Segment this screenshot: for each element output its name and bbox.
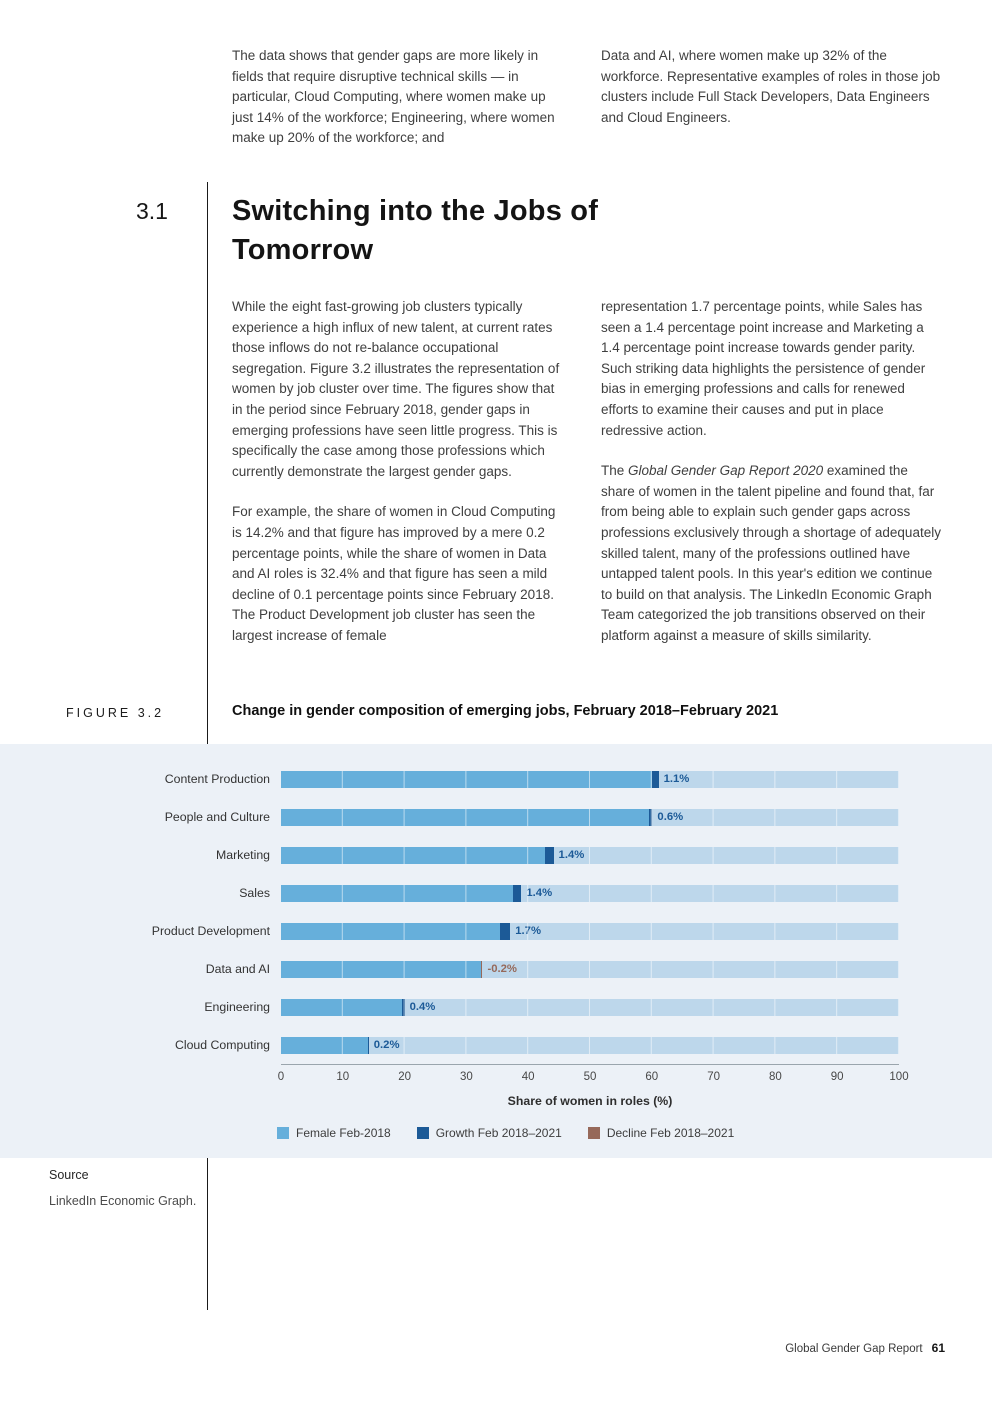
category-label: Sales	[239, 886, 270, 900]
bar-track: 1.4%	[281, 846, 899, 864]
x-tick: 90	[830, 1071, 844, 1083]
bar-track: 0.6%	[281, 808, 899, 826]
chart-row: Marketing 1.4%	[0, 836, 899, 874]
footer-page-number: 61	[931, 1341, 945, 1355]
body-paragraph-4-post: examined the share of women in the talen…	[601, 463, 941, 643]
body-paragraph-4: The Global Gender Gap Report 2020 examin…	[601, 461, 945, 646]
source-text: LinkedIn Economic Graph.	[49, 1194, 197, 1208]
bar-decline-segment	[481, 960, 483, 978]
chart-row: Cloud Computing 0.2%	[0, 1026, 899, 1064]
bar-track: 1.1%	[281, 770, 899, 788]
bar-track: 0.4%	[281, 998, 899, 1016]
chart-row: Sales 1.4%	[0, 874, 899, 912]
bar-value-label: -0.2%	[487, 963, 517, 975]
body-column-right: representation 1.7 percentage points, wh…	[601, 297, 945, 667]
bar-value-label: 1.4%	[558, 849, 585, 861]
x-tick: 70	[707, 1071, 720, 1083]
bar-growth-segment	[648, 808, 653, 826]
bar-female-feb2018	[281, 960, 483, 978]
chart-row: Data and AI -0.2%	[0, 950, 899, 988]
bar-growth-segment	[544, 846, 554, 864]
body-paragraph-2: For example, the share of women in Cloud…	[232, 504, 556, 643]
chart-legend: Female Feb-2018 Growth Feb 2018–2021 Decli…	[277, 1126, 734, 1140]
body-paragraph-4-pre: The	[601, 463, 629, 479]
legend-swatch	[587, 1127, 600, 1139]
bar-growth-segment	[367, 1036, 369, 1054]
body-paragraph-3: representation 1.7 percentage points, wh…	[601, 299, 926, 438]
x-tick: 0	[277, 1071, 285, 1083]
x-axis-label: Share of women in roles (%)	[507, 1094, 673, 1108]
x-tick: 60	[645, 1071, 659, 1083]
bar-female-feb2018	[281, 922, 500, 940]
category-label: Cloud Computing	[174, 1038, 270, 1052]
chart-row: Product Development 1.7%	[0, 912, 899, 950]
category-label: Content Production	[164, 772, 270, 786]
section-title: Switching into the Jobs of Tomorrow	[232, 195, 599, 266]
bar-value-label: 0.6%	[657, 811, 684, 823]
x-tick: 30	[459, 1071, 473, 1083]
x-tick: 20	[398, 1071, 411, 1083]
category-label: Engineering	[204, 1000, 270, 1014]
legend-swatch	[416, 1127, 429, 1139]
intro-column-left: The data shows that gender gaps are more…	[232, 46, 564, 169]
category-label: Data and AI	[205, 962, 270, 976]
x-axis-line	[281, 1064, 899, 1065]
bar-value-label: 1.1%	[663, 773, 690, 785]
bar-track: 0.2%	[281, 1036, 899, 1054]
intro-column-right: Data and AI, where women make up 32% of …	[601, 46, 945, 148]
bar-track: 1.4%	[281, 884, 899, 902]
figure-title: Change in gender composition of emerging…	[232, 703, 779, 719]
footer-report-name: Global Gender Gap Report	[785, 1343, 923, 1355]
bar-female-feb2018	[281, 846, 545, 864]
bar-female-feb2018	[281, 998, 403, 1016]
section-number: 3.1	[136, 198, 168, 224]
source-label: Source	[49, 1168, 89, 1182]
x-tick: 100	[889, 1071, 909, 1083]
bar-growth-segment	[651, 770, 659, 788]
legend-swatch	[277, 1127, 289, 1139]
bar-track: -0.2%	[281, 960, 899, 978]
bar-track: 1.7%	[281, 922, 899, 940]
bar-female-feb2018	[281, 770, 652, 788]
figure-label: FIGURE 3.2	[66, 706, 165, 720]
legend-item: Growth Feb 2018–2021	[416, 1126, 562, 1140]
legend-item: Decline Feb 2018–2021	[587, 1126, 735, 1140]
bar-value-label: 0.4%	[409, 1001, 436, 1013]
chart-row: Content Production 1.1%	[0, 760, 899, 798]
body-column-left: While the eight fast-growing job cluster…	[232, 297, 564, 667]
category-label: People and Culture	[164, 810, 270, 824]
bar-growth-segment	[499, 922, 511, 940]
chart-rows: Content Production 1.1% People and Culture…	[0, 760, 899, 1064]
intro-paragraph-right: Data and AI, where women make up 32% of …	[601, 48, 941, 125]
x-tick: 80	[768, 1071, 782, 1083]
category-label: Product Development	[151, 924, 270, 938]
bar-value-label: 1.4%	[526, 887, 553, 899]
bar-growth-segment	[512, 884, 522, 902]
intro-paragraph-left: The data shows that gender gaps are more…	[232, 48, 555, 146]
x-axis-ticks: 0 10 20 30 40 50 60 70 80 90 100	[277, 1071, 909, 1085]
page-footer: Global Gender Gap Report 61	[785, 1341, 945, 1355]
bar-growth-segment	[402, 998, 405, 1016]
legend-label: Decline Feb 2018–2021	[606, 1126, 735, 1140]
bar-value-label: 0.2%	[373, 1039, 400, 1051]
legend-item: Female Feb-2018	[277, 1126, 391, 1140]
x-tick: 50	[583, 1071, 597, 1083]
figure-3-2-chart: Content Production 1.1% People and Culture…	[0, 744, 992, 1158]
chart-row: Engineering 0.4%	[0, 988, 899, 1026]
category-label: Marketing	[216, 848, 270, 862]
chart-row: People and Culture 0.6%	[0, 798, 899, 836]
bar-value-label: 1.7%	[515, 925, 542, 937]
bar-female-feb2018	[281, 808, 649, 826]
x-tick: 40	[521, 1071, 535, 1083]
legend-label: Growth Feb 2018–2021	[435, 1126, 562, 1140]
body-paragraph-1: While the eight fast-growing job cluster…	[232, 299, 560, 479]
report-title-italic: Global Gender Gap Report 2020	[628, 463, 824, 479]
x-tick: 10	[336, 1071, 350, 1083]
legend-label: Female Feb-2018	[296, 1126, 391, 1140]
bar-female-feb2018	[281, 884, 513, 902]
bar-female-feb2018	[281, 1036, 368, 1054]
